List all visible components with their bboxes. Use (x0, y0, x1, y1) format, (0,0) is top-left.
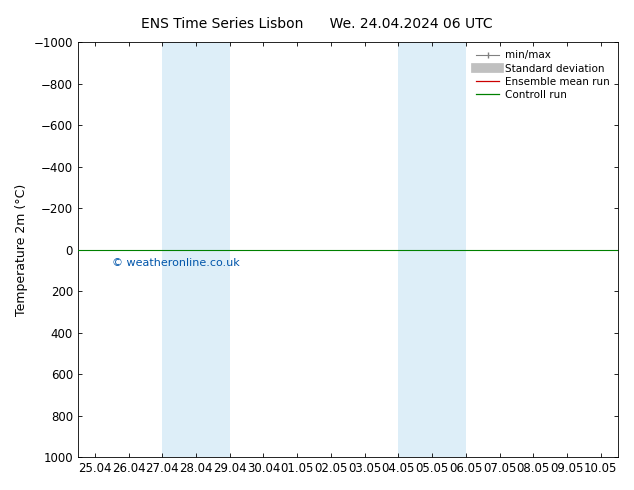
Text: ENS Time Series Lisbon      We. 24.04.2024 06 UTC: ENS Time Series Lisbon We. 24.04.2024 06… (141, 17, 493, 31)
Bar (162, 42, 230, 457)
Bar (398, 42, 466, 457)
Legend: min/max, Standard deviation, Ensemble mean run, Controll run: min/max, Standard deviation, Ensemble me… (474, 47, 612, 103)
Text: © weatheronline.co.uk: © weatheronline.co.uk (112, 258, 240, 268)
Y-axis label: Temperature 2m (°C): Temperature 2m (°C) (15, 183, 28, 316)
